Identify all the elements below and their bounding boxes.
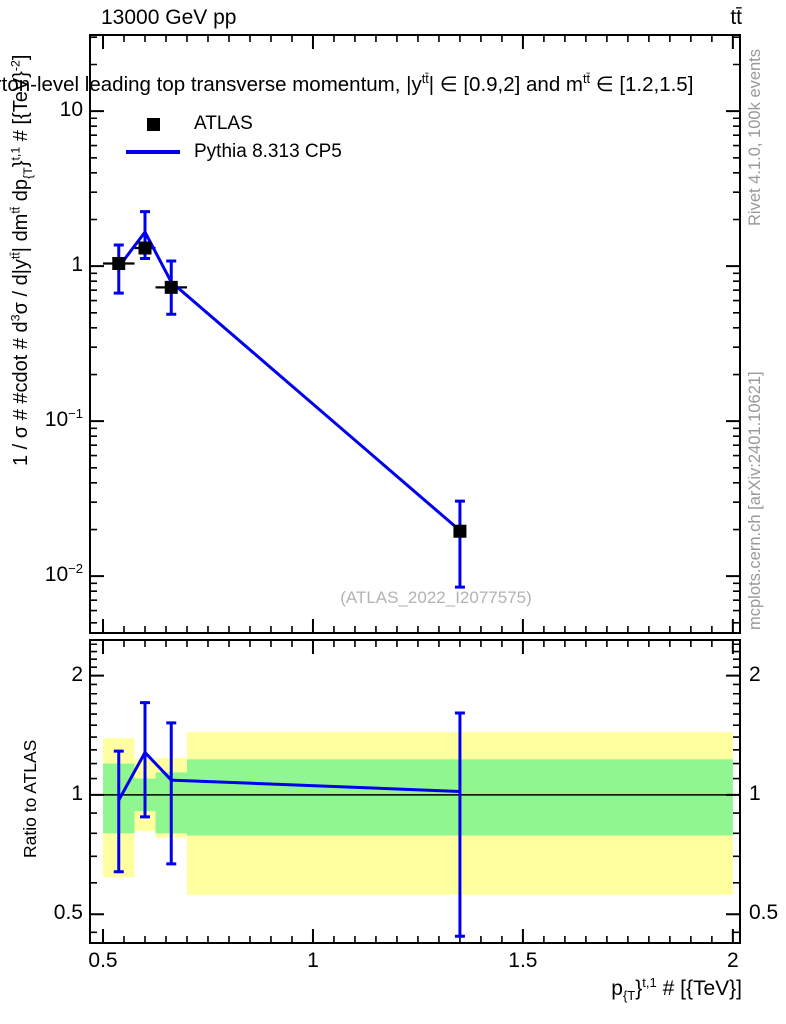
x-tick-label: 1.5 <box>508 949 538 972</box>
legend-label: Pythia 8.313 CP5 <box>194 141 342 162</box>
mc-error-bars <box>113 210 465 589</box>
mc-prediction-line <box>117 229 461 532</box>
ratio-y-tick-label-left: 1 <box>71 781 83 805</box>
x-tick-label: 1 <box>307 949 319 972</box>
mcplots-source-note: mcplots.cern.ch [arXiv:2401.10621] <box>746 371 764 630</box>
ratio-error-bars <box>113 701 465 938</box>
main-frame <box>89 34 741 634</box>
beam-energy-label: 13000 GeV pp <box>101 6 237 29</box>
ratio-line <box>117 749 460 801</box>
legend: ATLAS Pythia 8.313 CP5 <box>126 110 342 166</box>
data-point-marker <box>138 241 152 255</box>
black-square-marker-icon <box>126 117 180 131</box>
ratio-frame <box>89 639 741 944</box>
data-point-marker <box>453 524 467 538</box>
blue-line-marker-icon <box>126 150 180 154</box>
ratio-y-tick-label-right: 2 <box>749 662 761 686</box>
minor-ticks <box>90 35 740 943</box>
x-axis-label: p{T}t,1 # [{TeV}] <box>611 975 742 1004</box>
rivet-version-note: Rivet 4.1.0, 100k events <box>746 48 764 226</box>
process-label: tt̄ <box>730 6 742 29</box>
analysis-watermark: (ATLAS_2022_I2077575) <box>340 588 532 607</box>
ratio-y-tick-label-right: 0.5 <box>749 901 779 925</box>
x-tick-label: 0.5 <box>88 949 118 972</box>
y-tick-label: 10−1 <box>44 406 83 432</box>
legend-entry-pythia: Pythia 8.313 CP5 <box>126 138 342 166</box>
ratio-y-tick-label-left: 2 <box>71 662 83 686</box>
ratio-y-tick-label-left: 0.5 <box>53 901 83 925</box>
y-tick-label: 10 <box>59 98 83 122</box>
y-tick-label: 1 <box>71 253 83 277</box>
x-tick-label: 2 <box>727 949 739 972</box>
plot-title: parton-level leading top transverse mome… <box>0 71 694 96</box>
legend-entry-atlas: ATLAS <box>126 110 342 138</box>
legend-label: ATLAS <box>194 113 253 134</box>
data-point-marker <box>112 257 126 271</box>
ratio-y-tick-label-right: 1 <box>749 781 761 805</box>
y-tick-label: 10−2 <box>44 561 83 587</box>
data-point-marker <box>164 280 178 294</box>
